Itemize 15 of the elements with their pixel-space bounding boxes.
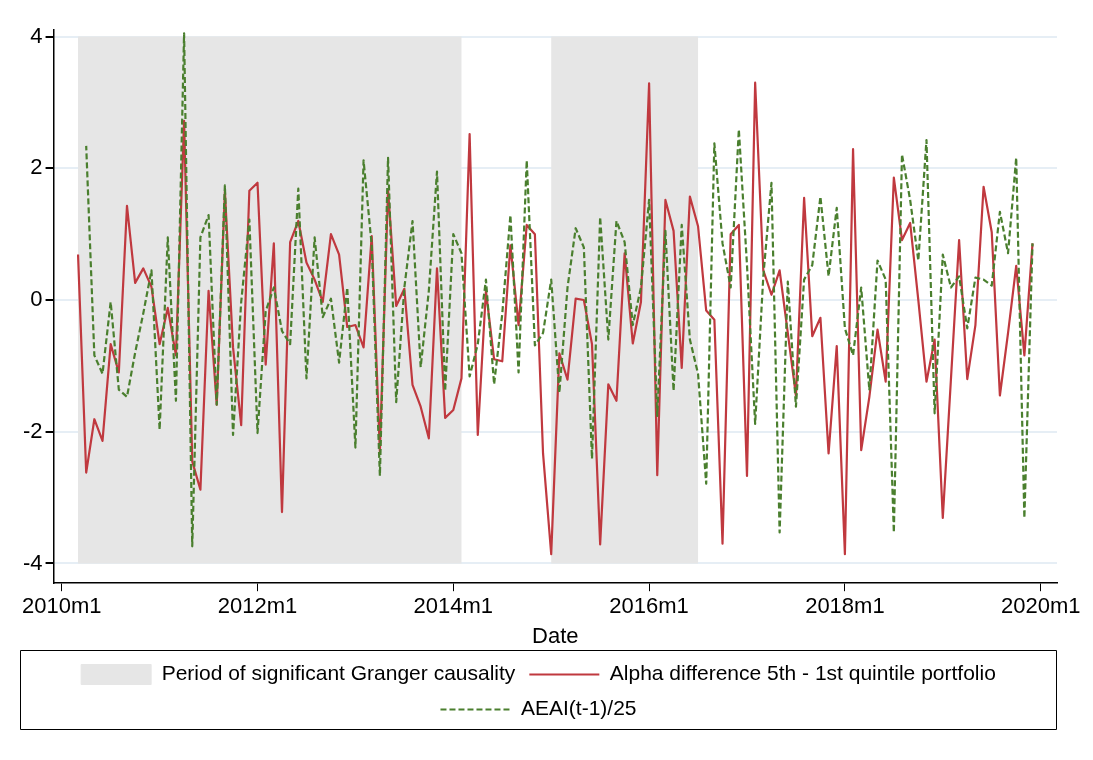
x-tick-label: 2014m1 (413, 593, 494, 619)
legend-label: Alpha difference 5th - 1st quintile portfolio (609, 661, 996, 685)
x-tick-label: 2012m1 (217, 593, 298, 619)
y-tick-label: 2 (30, 154, 43, 180)
x-axis-title: Date (532, 622, 579, 648)
legend-label: AEAI(t-1)/25 (520, 696, 637, 720)
x-tick-label: 2018m1 (805, 593, 885, 619)
y-tick-label: 0 (30, 286, 43, 312)
y-tick-label: 4 (30, 22, 43, 48)
y-tick-label: -4 (23, 549, 43, 575)
x-tick-label: 2020m1 (1000, 593, 1081, 619)
legend-label: Period of significant Granger causality (161, 661, 516, 685)
x-tick-label: 2016m1 (609, 593, 689, 619)
x-tick-label: 2010m1 (21, 593, 102, 619)
y-tick-label: -2 (23, 417, 43, 443)
